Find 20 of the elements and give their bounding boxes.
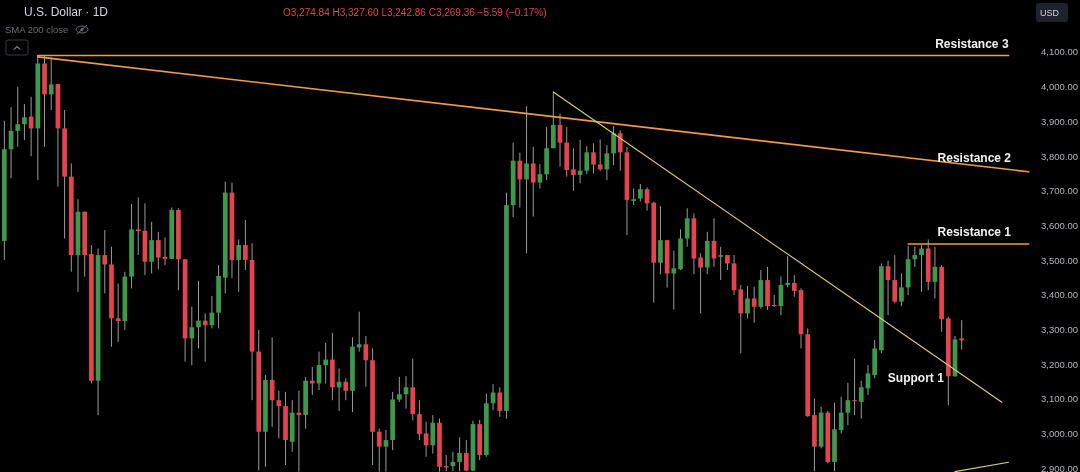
y-tick-label: 3,300.00 — [1041, 324, 1078, 336]
chart-title: U.S. Dollar · 1D — [24, 5, 109, 19]
annotation: SMA 200 close — [5, 24, 69, 35]
series-label: Support 1 — [887, 371, 945, 386]
y-tick-label: 3,200.00 — [1041, 358, 1078, 370]
y-tick-label: 3,900.00 — [1041, 115, 1078, 127]
y-tick-label: 3,000.00 — [1041, 428, 1078, 440]
y-tick-label: 3,800.00 — [1041, 150, 1078, 162]
annotation: O3,274.84 H3,327.60 L3,242.86 C3,269.36 −5.59 (−0.17%) — [283, 7, 547, 18]
y-tick-label: 3,400.00 — [1041, 289, 1078, 301]
y-tick-label: 4,100.00 — [1041, 46, 1078, 58]
series-label: Resistance 1 — [937, 224, 1012, 239]
y-tick-label: 3,600.00 — [1041, 219, 1078, 231]
y-tick-label: 4,000.00 — [1041, 81, 1078, 93]
y-tick-label: 3,100.00 — [1041, 393, 1078, 405]
text: USD — [1040, 8, 1060, 18]
y-tick-label: 3,500.00 — [1041, 254, 1078, 266]
series-label: Resistance 2 — [937, 150, 1012, 165]
series-label: Resistance 3 — [935, 36, 1009, 51]
y-tick-label: 3,700.00 — [1041, 185, 1078, 197]
